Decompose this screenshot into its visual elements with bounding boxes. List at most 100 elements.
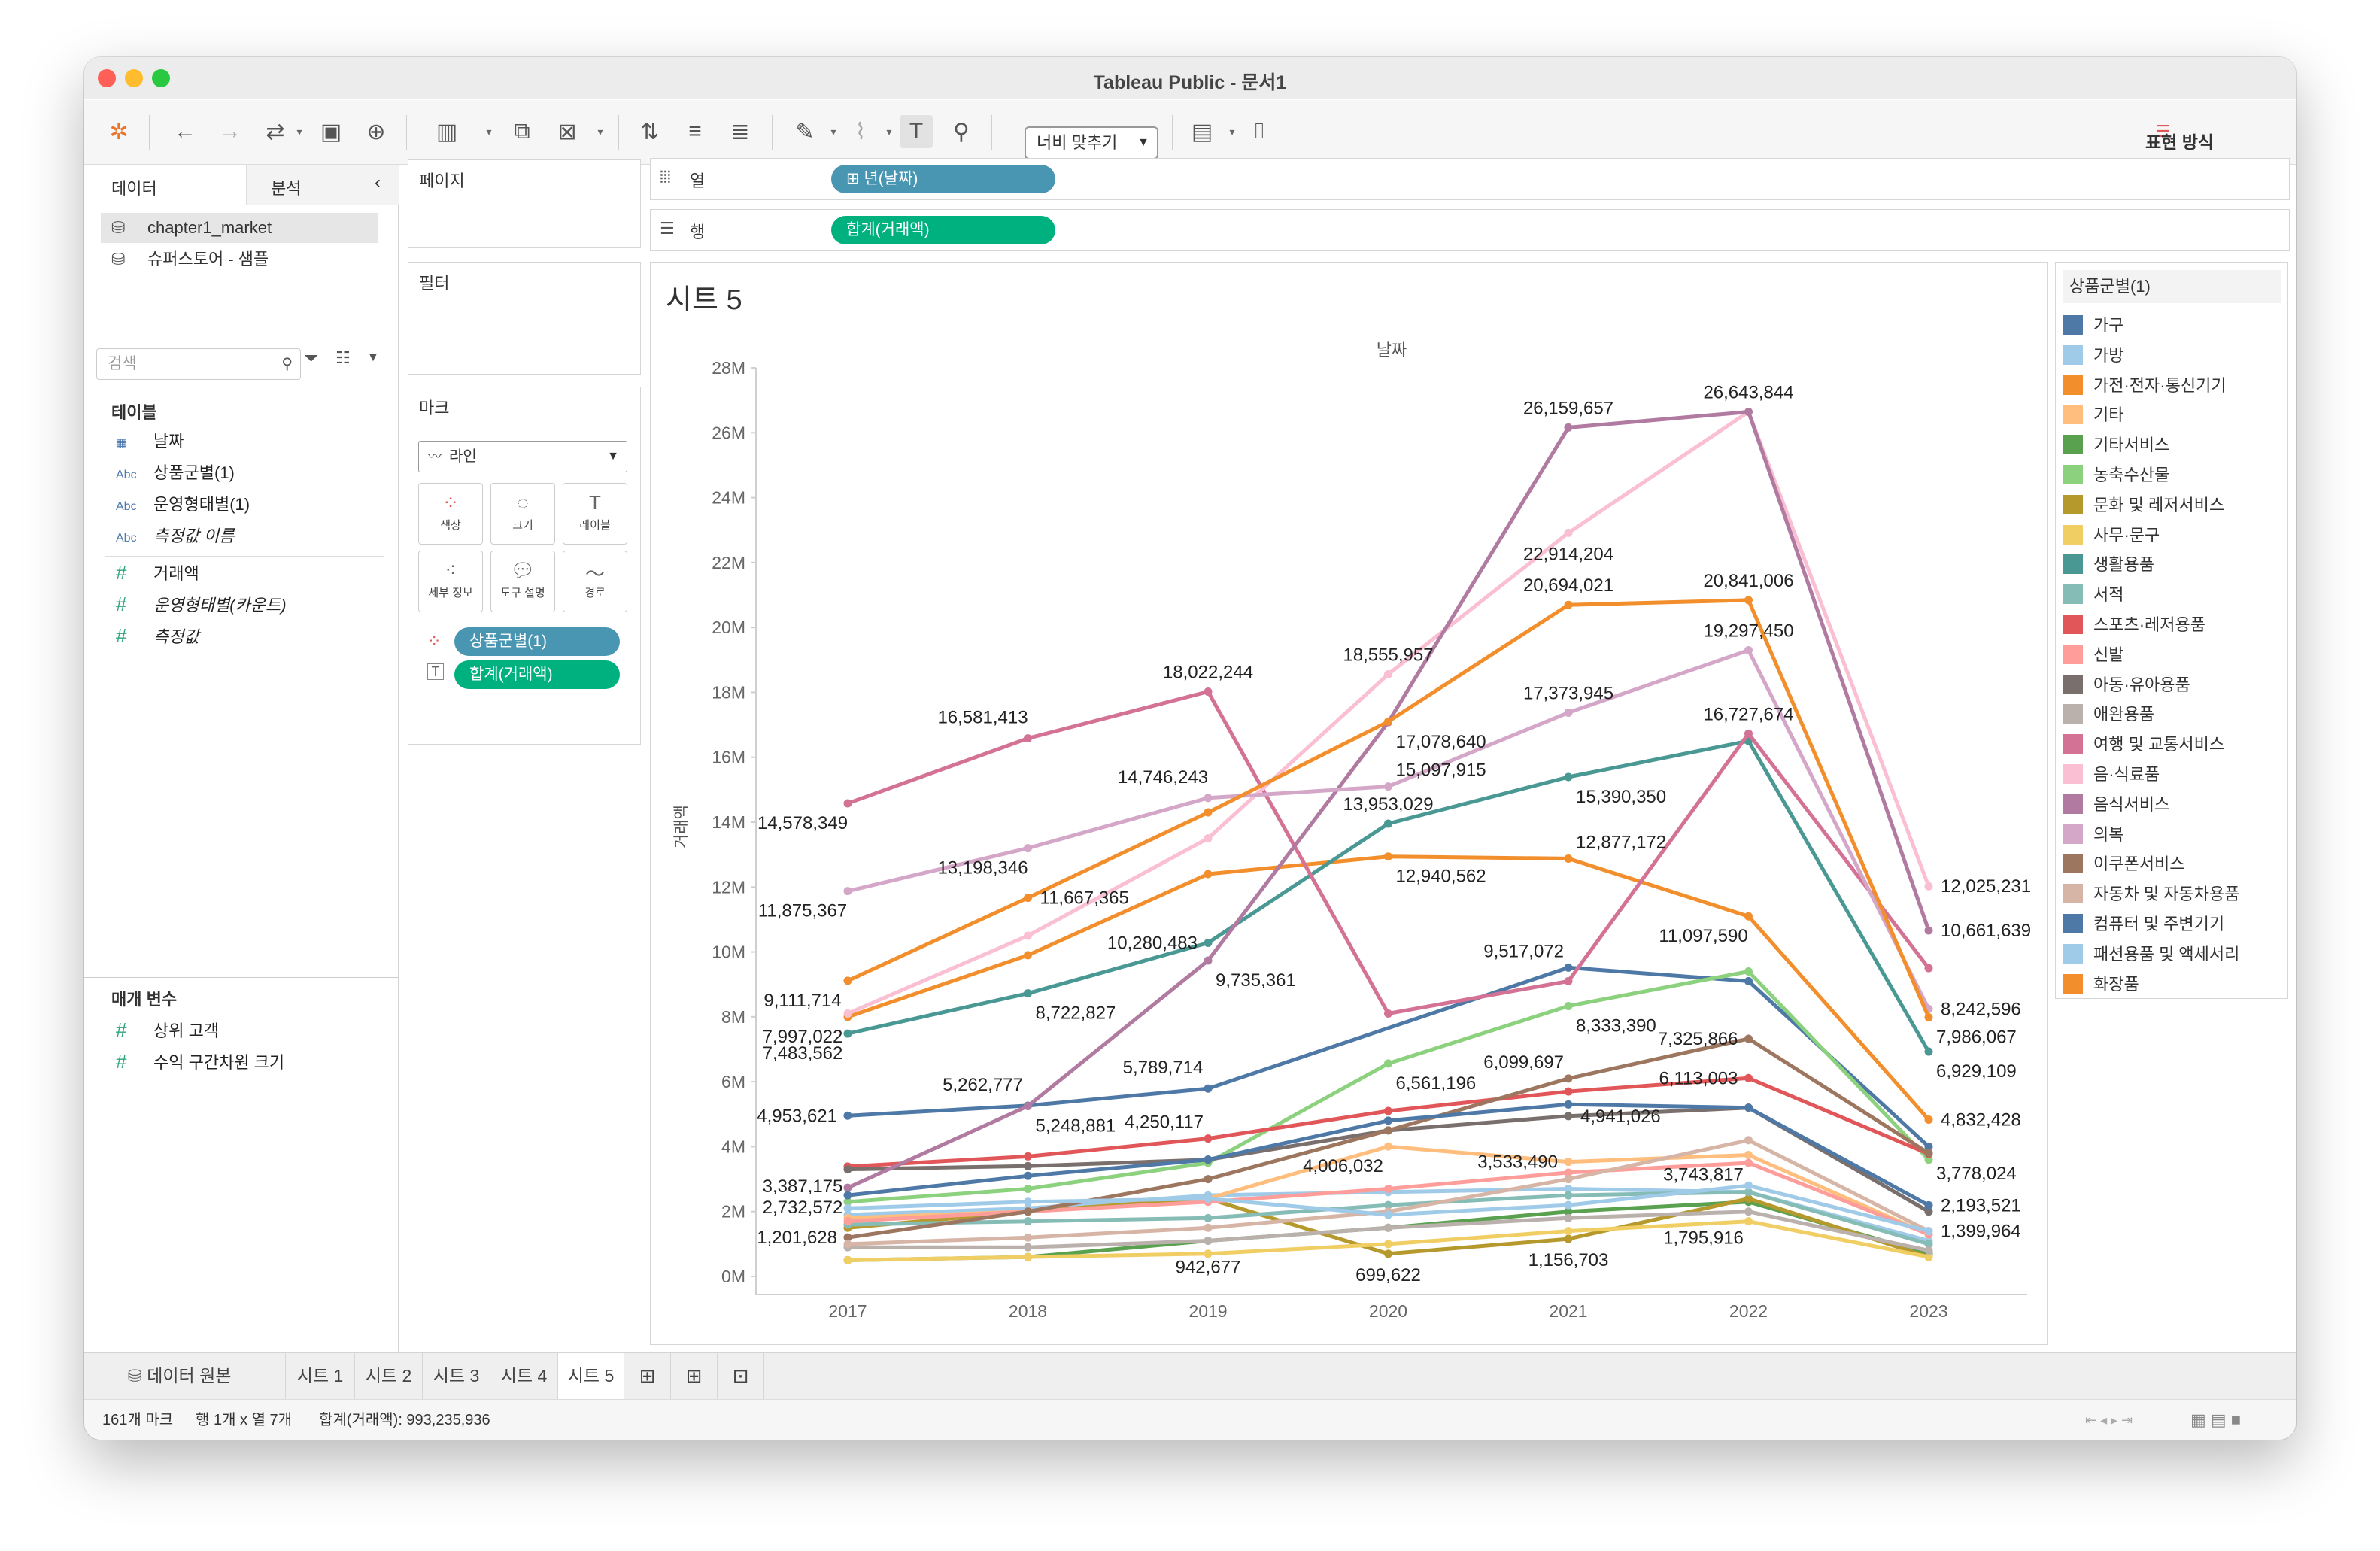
legend-item[interactable]: 가구 (2063, 311, 2123, 341)
legend-item[interactable]: 문화 및 레저서비스 (2063, 490, 2224, 521)
save-icon[interactable]: ▣ (320, 119, 342, 144)
new-worksheet-icon[interactable]: ▥ (436, 119, 458, 144)
data-label: 18,555,957 (1343, 645, 1433, 665)
tab-sheet-3[interactable]: 시트 3 (423, 1353, 490, 1400)
legend-item[interactable]: 음·식료품 (2063, 760, 2160, 790)
field-operation-count[interactable]: # 운영형태별(카운트) (116, 590, 287, 618)
zoom-window-button[interactable] (152, 69, 170, 87)
swap-rows-columns-icon[interactable]: ⇅ (640, 119, 660, 144)
legend-item[interactable]: 이쿠폰서비스 (2063, 849, 2184, 879)
page-nav-icon[interactable]: ⇤ ◂ ▸ ⇥ (2085, 1413, 2133, 1428)
field-measure-values[interactable]: # 측정값 (116, 622, 199, 649)
field-date[interactable]: ▦ 날짜 (116, 428, 184, 455)
columns-pill-year[interactable]: ⊞ 년(날짜) (831, 165, 1055, 193)
tab-analysis[interactable]: 분석 (271, 179, 302, 198)
field-product-group[interactable]: Abc 상품군별(1) (116, 460, 235, 487)
show-me-button[interactable]: 표현 방식 (2145, 132, 2215, 152)
search-input[interactable]: 검색 ⚲ (96, 348, 301, 380)
legend-item[interactable]: 애완용품 (2063, 700, 2154, 730)
swap-icon[interactable]: ⇄ (266, 119, 285, 144)
param-profit-bin-size[interactable]: # 수익 구간차원 크기 (116, 1048, 284, 1075)
duplicate-sheet-icon[interactable]: ⧉ (514, 119, 530, 144)
chevron-down-icon[interactable]: ▾ (830, 125, 836, 138)
rows-shelf[interactable]: ☰ 행 합계(거래액) (650, 209, 2290, 251)
legend-item[interactable]: 생활용품 (2063, 550, 2154, 580)
legend-item[interactable]: 패션용품 및 액세서리 (2063, 939, 2239, 970)
chevron-down-icon[interactable]: ▾ (486, 125, 492, 138)
color-pill-product-group[interactable]: 상품군별(1) (454, 627, 620, 656)
view-toggle-icon[interactable]: ▦ ▤ ■ (2190, 1410, 2242, 1429)
chevron-down-icon[interactable]: ▼ (367, 351, 379, 364)
new-dashboard-tab-icon[interactable]: ⊞ (671, 1353, 718, 1400)
highlight-icon[interactable]: ✎ (795, 119, 815, 144)
color-mark-button[interactable]: ⁘ 색상 (418, 483, 483, 545)
mark-type-dropdown[interactable]: 〰 라인 ▼ (418, 441, 627, 472)
legend-item[interactable]: 여행 및 교통서비스 (2063, 730, 2224, 760)
pin-icon[interactable]: ⚲ (953, 119, 970, 144)
filters-shelf[interactable]: 필터 (408, 262, 641, 375)
tab-data[interactable]: 데이터 (111, 179, 157, 198)
legend-item[interactable]: 아동·유아용품 (2063, 670, 2190, 700)
minimize-window-button[interactable] (125, 69, 143, 87)
legend-item[interactable]: 화장품 (2063, 970, 2139, 1000)
datasource-item-secondary[interactable]: ⛁ 슈퍼스토어 - 샘플 (101, 244, 378, 275)
presentation-mode-icon[interactable]: ⎍ (1251, 119, 1267, 144)
legend-item[interactable]: 컴퓨터 및 주변기기 (2063, 909, 2224, 939)
tab-sheet-4[interactable]: 시트 4 (490, 1353, 558, 1400)
datasource-item-primary[interactable]: ⛁ chapter1_market (101, 213, 378, 243)
tab-sheet-5[interactable]: 시트 5 (558, 1353, 624, 1400)
sort-ascending-icon[interactable]: ≡ (688, 119, 702, 144)
legend-item[interactable]: 가방 (2063, 341, 2123, 371)
tableau-logo-icon[interactable]: ✲ (109, 119, 129, 144)
legend-item[interactable]: 자동차 및 자동차용품 (2063, 879, 2239, 909)
detail-mark-button[interactable]: ⁖ 세부 정보 (418, 551, 483, 612)
legend-item[interactable]: 신발 (2063, 640, 2123, 670)
sort-descending-icon[interactable]: ≣ (730, 119, 750, 144)
field-measure-names[interactable]: Abc 측정값 이름 (116, 523, 234, 550)
path-mark-button[interactable]: 〜 경로 (563, 551, 627, 612)
new-story-tab-icon[interactable]: ⊡ (718, 1353, 764, 1400)
list-view-icon[interactable]: ☷ (335, 348, 351, 367)
param-top-customers[interactable]: # 상위 고객 (116, 1016, 219, 1043)
legend-title[interactable]: 상품군별(1) (2063, 270, 2281, 303)
redo-icon[interactable]: → (219, 119, 241, 144)
tooltip-mark-button[interactable]: 💬︎ 도구 설명 (490, 551, 555, 612)
chevron-down-icon[interactable]: ▾ (296, 125, 302, 138)
field-operation-type[interactable]: Abc 운영형태별(1) (116, 491, 250, 518)
legend-item[interactable]: 기타서비스 (2063, 430, 2169, 460)
legend-item[interactable]: 가전·전자·통신기기 (2063, 371, 2227, 401)
chevron-down-icon[interactable]: ▾ (886, 125, 892, 138)
chevron-down-icon[interactable]: ▾ (597, 125, 603, 138)
field-transaction-amount[interactable]: # 거래액 (116, 559, 199, 586)
legend-item[interactable]: 음식서비스 (2063, 790, 2169, 820)
show-me-icon[interactable]: ☰ (2155, 122, 2170, 141)
pages-shelf[interactable]: 페이지 (408, 159, 641, 248)
collapse-pane-icon[interactable]: ‹ (375, 172, 381, 193)
chevron-down-icon[interactable]: ▾ (1229, 125, 1235, 138)
legend-item[interactable]: 기타 (2063, 400, 2123, 430)
undo-icon[interactable]: ← (174, 119, 196, 144)
show-cards-icon[interactable]: ▤ (1191, 119, 1213, 144)
label-mark-button[interactable]: T 레이블 (563, 483, 627, 545)
label-pill-sum-amount[interactable]: 합계(거래액) (454, 660, 620, 689)
columns-shelf[interactable]: ⦙⦙⦙ 열 ⊞ 년(날짜) (650, 158, 2290, 200)
filter-icon[interactable]: ⏷ (304, 348, 319, 369)
legend-item[interactable]: 농축수산물 (2063, 460, 2169, 490)
legend-item[interactable]: 의복 (2063, 820, 2123, 850)
new-worksheet-tab-icon[interactable]: ⊞ (624, 1353, 671, 1400)
legend-item[interactable]: 사무·문구 (2063, 521, 2160, 551)
data-label: 3,533,490 (1477, 1152, 1558, 1173)
close-window-button[interactable] (98, 69, 116, 87)
tab-sheet-2[interactable]: 시트 2 (355, 1353, 423, 1400)
legend-item[interactable]: 서적 (2063, 580, 2123, 610)
size-mark-button[interactable]: ◌ 크기 (490, 483, 555, 545)
show-labels-icon[interactable]: T (900, 115, 933, 148)
fit-dropdown[interactable]: 너비 맞추기 ▼ (1025, 126, 1158, 159)
new-datasource-icon[interactable]: ⊕ (366, 119, 386, 144)
datasource-tab[interactable]: ⛁ 데이터 원본 (84, 1353, 275, 1400)
legend-item[interactable]: 스포츠·레저용품 (2063, 610, 2205, 640)
tab-sheet-1[interactable]: 시트 1 (286, 1353, 355, 1400)
rows-pill-sum-amount[interactable]: 합계(거래액) (831, 216, 1055, 244)
clear-sheet-icon[interactable]: ⊠ (557, 119, 577, 144)
attach-icon[interactable]: ⌇ (855, 119, 867, 144)
